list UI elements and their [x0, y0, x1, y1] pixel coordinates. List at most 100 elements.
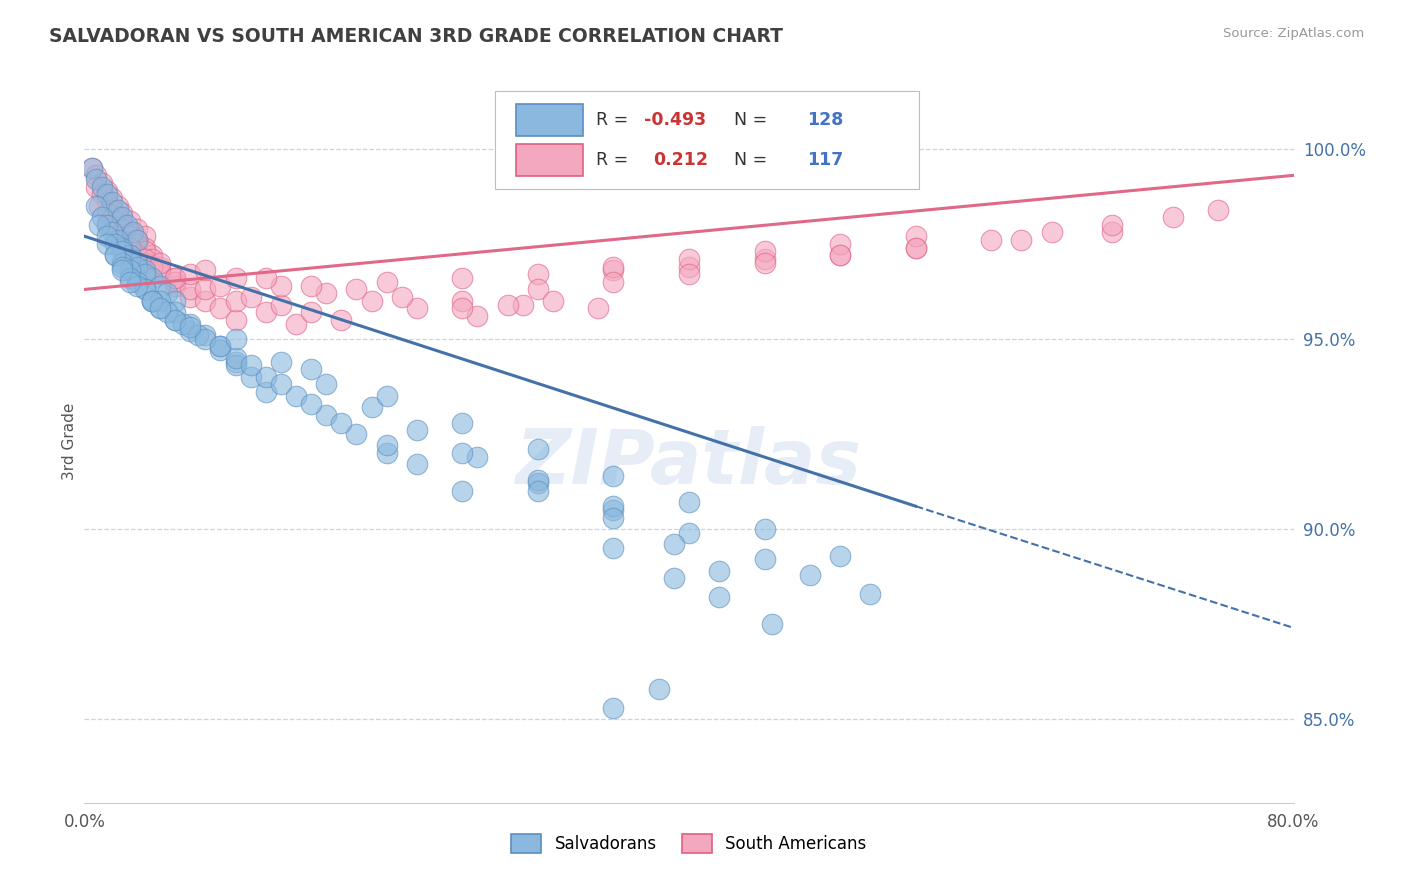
Point [179, 282, 201, 296]
Point [375, 389, 398, 403]
Point [91, 176, 114, 190]
Point [96, 184, 118, 198]
Point [104, 229, 127, 244]
Point [134, 263, 156, 277]
Point [527, 476, 550, 491]
Point [172, 317, 194, 331]
Point [194, 282, 217, 296]
Point [270, 278, 292, 293]
Point [527, 442, 550, 457]
Point [209, 343, 232, 358]
Point [134, 241, 156, 255]
Point [86, 199, 108, 213]
Point [375, 438, 398, 452]
Point [602, 700, 624, 714]
Point [451, 301, 474, 316]
Point [107, 202, 129, 217]
Point [859, 587, 882, 601]
Point [754, 244, 776, 259]
Point [86, 169, 108, 183]
FancyBboxPatch shape [516, 104, 582, 136]
Point [96, 218, 118, 232]
Point [104, 214, 127, 228]
Point [91, 179, 114, 194]
Point [391, 290, 413, 304]
Point [179, 290, 201, 304]
Point [104, 248, 127, 262]
Point [91, 210, 114, 224]
Point [254, 370, 277, 384]
Point [118, 263, 141, 277]
Point [451, 446, 474, 460]
Point [254, 271, 277, 285]
Point [179, 317, 201, 331]
Text: ZIPatlas: ZIPatlas [516, 426, 862, 500]
Point [104, 236, 127, 251]
Text: N =: N = [723, 151, 772, 169]
Point [754, 552, 776, 566]
Point [270, 354, 292, 368]
Point [270, 298, 292, 312]
Point [239, 370, 262, 384]
Point [96, 206, 118, 220]
Point [165, 313, 187, 327]
Point [89, 218, 111, 232]
Point [709, 564, 731, 578]
Point [156, 286, 179, 301]
Point [254, 305, 277, 319]
Point [179, 267, 201, 281]
Point [96, 187, 118, 202]
Point [761, 617, 783, 632]
Point [165, 305, 187, 319]
Point [527, 282, 550, 296]
Point [80, 161, 103, 175]
Point [346, 282, 368, 296]
Point [127, 256, 149, 270]
Point [1161, 210, 1184, 224]
Point [179, 320, 201, 334]
Point [111, 233, 134, 247]
Point [165, 313, 187, 327]
Point [141, 271, 163, 285]
Point [299, 278, 322, 293]
Point [187, 328, 209, 343]
Point [285, 317, 308, 331]
Point [118, 241, 141, 255]
Point [149, 301, 172, 316]
Point [467, 450, 489, 464]
Point [100, 226, 122, 240]
Point [678, 495, 700, 509]
Text: 117: 117 [807, 151, 844, 169]
Point [406, 423, 429, 437]
Point [89, 199, 111, 213]
Point [118, 214, 141, 228]
Point [118, 248, 141, 262]
Point [141, 252, 163, 266]
Point [134, 256, 156, 270]
Point [254, 385, 277, 400]
Point [904, 241, 927, 255]
Point [111, 241, 134, 255]
Point [118, 229, 141, 244]
Point [209, 301, 232, 316]
Point [830, 248, 852, 262]
Point [315, 286, 337, 301]
Point [285, 389, 308, 403]
Point [239, 290, 262, 304]
Point [165, 271, 187, 285]
Point [149, 256, 172, 270]
Point [662, 537, 685, 551]
Point [96, 236, 118, 251]
Point [527, 483, 550, 498]
Point [111, 210, 134, 224]
Point [1040, 226, 1063, 240]
Point [451, 416, 474, 430]
Point [225, 359, 247, 373]
Point [100, 191, 122, 205]
Point [118, 271, 141, 285]
Point [904, 241, 927, 255]
Point [602, 263, 624, 277]
Point [127, 278, 149, 293]
Text: SALVADORAN VS SOUTH AMERICAN 3RD GRADE CORRELATION CHART: SALVADORAN VS SOUTH AMERICAN 3RD GRADE C… [49, 27, 783, 45]
Point [86, 172, 108, 186]
